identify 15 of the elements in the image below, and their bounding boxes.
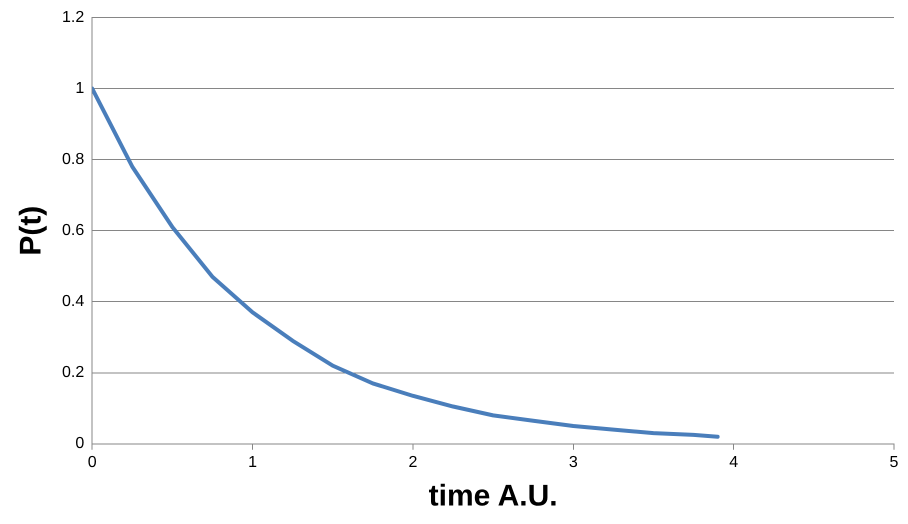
- y-tick-label: 1.2: [62, 9, 84, 26]
- x-tick-label: 3: [568, 454, 578, 471]
- y-tick-label: 0.2: [62, 364, 84, 382]
- y-tick-label: 0: [75, 435, 84, 452]
- x-tick-label: 2: [408, 454, 418, 471]
- x-tick-label: 1: [248, 454, 258, 471]
- y-tick-label: 0.8: [62, 151, 84, 168]
- x-tick-label: 4: [729, 454, 738, 471]
- y-tick-label: 0.6: [62, 222, 84, 240]
- y-tick-label: 1: [75, 80, 84, 98]
- x-tick-label: 5: [890, 454, 899, 471]
- y-tick-label: 0.4: [62, 293, 84, 310]
- x-axis-title: time A.U.: [428, 479, 558, 512]
- x-tick-label: 0: [88, 454, 97, 471]
- y-axis-title: P(t): [14, 206, 48, 256]
